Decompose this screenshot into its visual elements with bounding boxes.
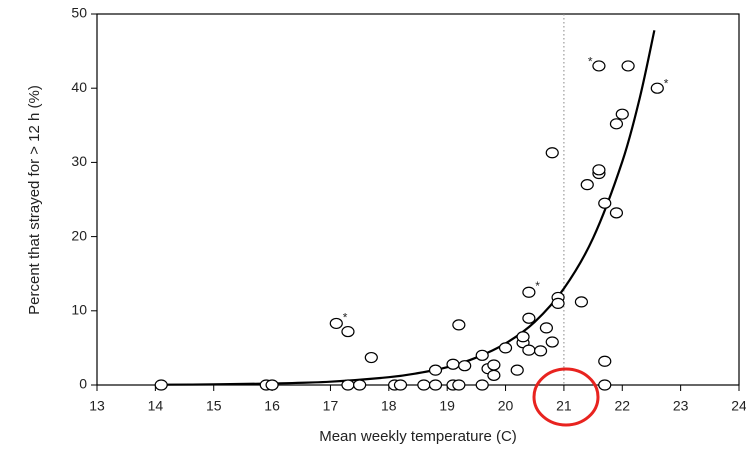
data-point: [487, 359, 501, 371]
y-tick-label: 20: [71, 227, 87, 243]
data-point: [609, 118, 624, 130]
data-point: [364, 351, 378, 364]
y-tick-label: 50: [71, 5, 87, 21]
annotation: *: [664, 77, 669, 91]
data-point: [615, 108, 629, 120]
y-tick-label: 10: [71, 302, 87, 318]
data-point: [574, 296, 589, 308]
data-point: [452, 379, 466, 391]
data-point: [341, 325, 355, 338]
x-tick-label: 18: [381, 398, 397, 414]
data-point: [393, 379, 408, 391]
data-point: [545, 147, 559, 159]
x-tick-label: 24: [731, 398, 746, 414]
y-tick-label: 30: [71, 153, 87, 169]
x-tick-label: 23: [673, 398, 689, 414]
data-point: [446, 358, 460, 370]
data-point: [458, 360, 472, 372]
x-tick-label: 17: [323, 398, 339, 414]
data-point: [475, 349, 489, 361]
data-point: [650, 82, 664, 94]
data-point: [598, 379, 612, 391]
annotation: *: [343, 310, 348, 324]
data-point: [498, 342, 513, 354]
annotation: *: [535, 279, 540, 293]
data-point: [417, 379, 431, 391]
x-tick-label: 14: [148, 398, 164, 414]
data-point: [545, 336, 559, 348]
data-point: [341, 379, 355, 391]
plot-frame: [96, 13, 740, 386]
x-tick-label: 16: [264, 398, 280, 414]
data-point: [452, 319, 466, 331]
data-point: [516, 331, 530, 343]
x-tick-label: 13: [89, 398, 105, 414]
data-point: [428, 364, 443, 376]
data-point: [154, 379, 168, 391]
data-point: [609, 207, 624, 219]
x-tick-label: 15: [206, 398, 222, 414]
y-tick-label: 40: [71, 79, 87, 95]
x-tick-label: 22: [614, 398, 630, 414]
data-point: [487, 369, 501, 381]
data-point: [592, 60, 606, 72]
fit-curve: [155, 30, 656, 386]
highlight-circle: [532, 367, 600, 427]
y-tick-label: 0: [79, 376, 87, 392]
data-point: [329, 317, 343, 330]
data-point: [539, 322, 554, 334]
data-point: [522, 286, 536, 298]
x-tick-label: 21: [556, 398, 572, 414]
x-tick-label: 19: [439, 398, 455, 414]
x-tick-label: 20: [498, 398, 514, 414]
data-point: [533, 345, 548, 357]
data-point: [522, 344, 536, 356]
data-point: [353, 379, 367, 391]
y-axis-title: Percent that strayed for > 12 h (%): [26, 85, 43, 315]
data-point: [598, 197, 612, 209]
data-point: [598, 355, 612, 367]
data-point: [428, 379, 443, 391]
data-point: [510, 364, 524, 376]
data-point: [551, 297, 565, 309]
data-point: [580, 179, 594, 191]
data-point: [592, 164, 606, 176]
data-point: [265, 379, 279, 391]
data-point: [621, 60, 635, 72]
data-point: [475, 379, 489, 391]
data-point: [522, 312, 536, 324]
x-axis-title: Mean weekly temperature (C): [319, 428, 517, 445]
annotation: *: [588, 54, 593, 68]
